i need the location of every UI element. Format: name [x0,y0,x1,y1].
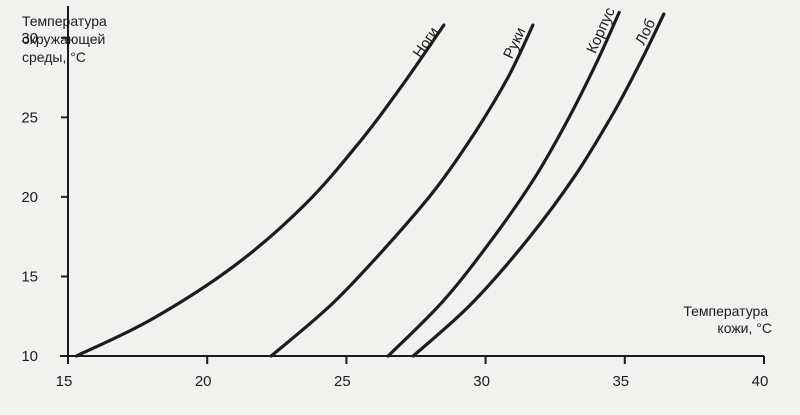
series-layer [74,10,666,358]
x-axis-title-line-1: Температура [683,303,768,319]
y-axis-title-line-3: среды, °C [22,49,86,65]
x-tick-label: 15 [56,373,73,390]
series-line-Лоб [411,12,666,358]
x-axis: 15 20 25 30 35 40 Температура кожи, °C [56,303,772,390]
x-ticks: 15 20 25 30 35 40 [56,356,769,390]
y-axis-title: Температура окружающей среды, °C [22,13,111,65]
x-tick-label: 20 [195,373,212,390]
y-tick-label: 15 [21,268,38,285]
x-axis-title: Температура кожи, °C [683,303,772,336]
y-tick-label: 20 [21,189,38,206]
series-line-Ноги [74,23,446,358]
y-tick-label: 10 [21,348,38,365]
x-tick-label: 25 [334,373,351,390]
x-tick-label: 30 [473,373,490,390]
series-line-Корпус [386,10,621,358]
y-axis-title-line-1: Температура [22,13,107,29]
y-axis-title-line-2: окружающей [22,31,105,47]
series-label-Корпус: Корпус [583,5,619,57]
y-axis: 10 15 20 25 30 Температура окружающей среды,… [21,6,111,365]
y-tick-label: 25 [21,109,38,126]
series-labels: Ноги Руки Корпус Лоб [410,5,659,62]
series-label-Лоб: Лоб [632,16,659,48]
y-ticks: 10 15 20 25 30 [21,30,68,365]
series-label-Ноги: Ноги [410,24,443,61]
x-tick-label: 35 [612,373,629,390]
y-tick-label: 30 [21,30,38,47]
series-line-Руки [269,23,535,358]
x-axis-title-line-2: кожи, °C [717,320,772,336]
x-tick-label: 40 [752,373,769,390]
